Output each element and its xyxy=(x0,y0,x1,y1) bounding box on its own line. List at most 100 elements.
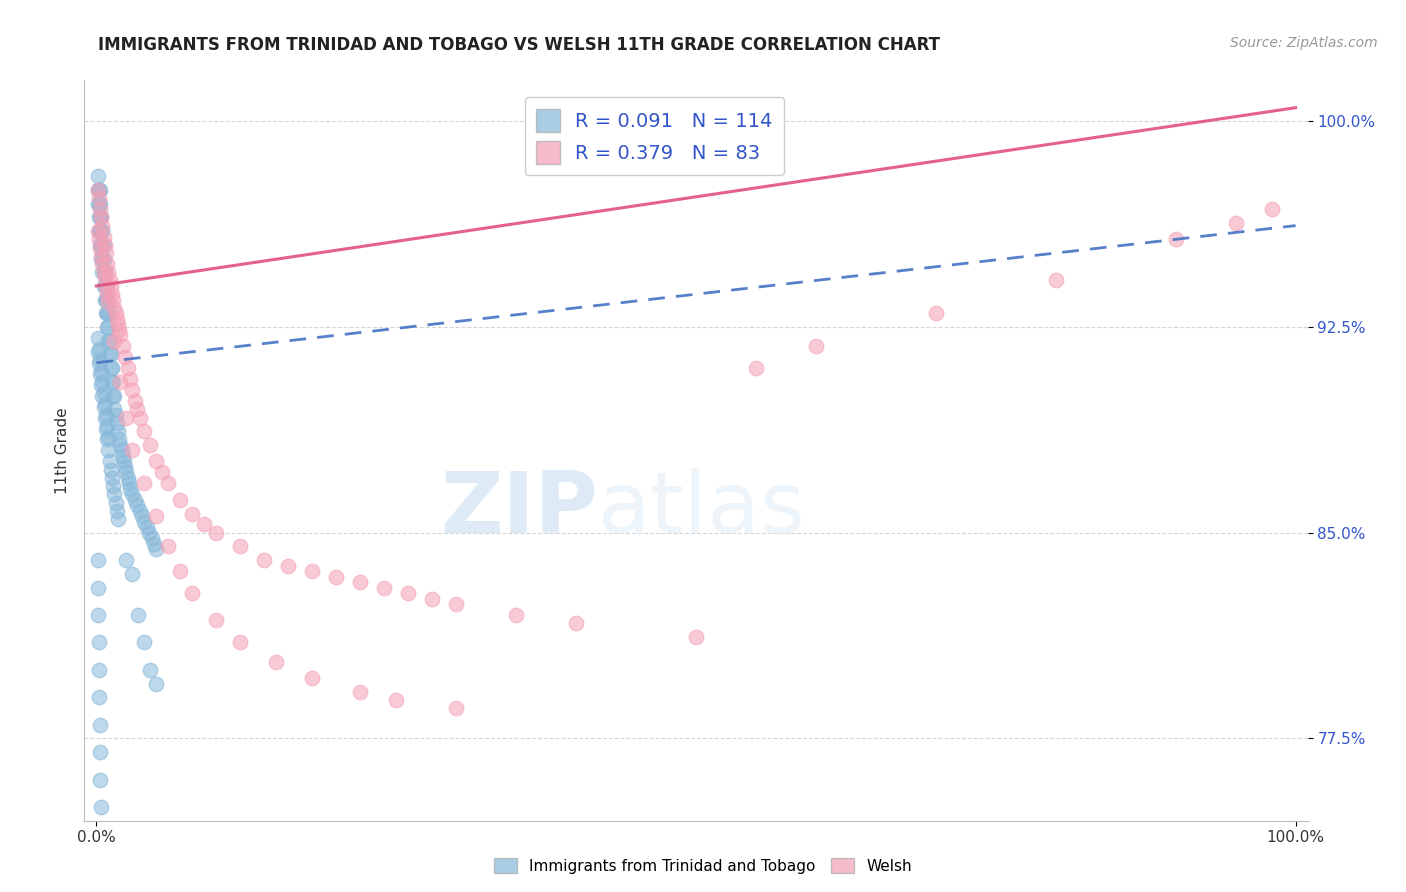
Point xyxy=(124,492,146,507)
Point xyxy=(98,347,121,361)
Point xyxy=(100,347,122,361)
Point xyxy=(107,318,129,332)
Point xyxy=(121,383,143,397)
Point xyxy=(93,252,115,266)
Point xyxy=(127,498,149,512)
Point xyxy=(89,211,111,225)
Point xyxy=(91,375,114,389)
Point xyxy=(87,232,110,246)
Point xyxy=(89,224,111,238)
Point xyxy=(169,492,191,507)
Point xyxy=(103,487,125,501)
Point xyxy=(97,295,120,310)
Point xyxy=(108,433,131,447)
Point xyxy=(91,257,114,271)
Point xyxy=(804,339,827,353)
Point xyxy=(1164,232,1187,246)
Point xyxy=(121,566,143,581)
Point xyxy=(87,342,110,356)
Point xyxy=(229,635,252,649)
Point xyxy=(139,663,162,677)
Point xyxy=(89,202,111,216)
Point xyxy=(97,443,120,458)
Point xyxy=(685,630,707,644)
Point xyxy=(145,542,167,557)
Point xyxy=(104,306,127,320)
Point xyxy=(89,237,111,252)
Point xyxy=(90,800,112,814)
Point xyxy=(114,350,136,364)
Point xyxy=(145,509,167,524)
Point xyxy=(114,459,136,474)
Point xyxy=(118,476,141,491)
Point xyxy=(93,385,115,400)
Point xyxy=(87,211,110,225)
Point xyxy=(94,408,117,422)
Point xyxy=(1260,202,1282,216)
Point xyxy=(134,476,156,491)
Point xyxy=(127,607,149,622)
Point xyxy=(103,402,125,417)
Point xyxy=(110,438,132,452)
Point xyxy=(91,219,114,233)
Point xyxy=(94,306,117,320)
Point xyxy=(90,237,112,252)
Point xyxy=(110,328,132,343)
Point xyxy=(124,394,146,409)
Legend: Immigrants from Trinidad and Tobago, Welsh: Immigrants from Trinidad and Tobago, Wel… xyxy=(488,852,918,880)
Point xyxy=(115,466,138,480)
Point xyxy=(141,531,163,545)
Point xyxy=(98,273,121,287)
Point xyxy=(135,520,157,534)
Point xyxy=(117,471,139,485)
Point xyxy=(107,512,129,526)
Point xyxy=(101,293,124,307)
Point xyxy=(93,279,115,293)
Point xyxy=(104,408,127,422)
Point xyxy=(87,635,110,649)
Point xyxy=(128,504,150,518)
Point xyxy=(745,361,768,376)
Point xyxy=(93,265,115,279)
Point xyxy=(131,509,153,524)
Point xyxy=(121,443,143,458)
Point xyxy=(91,224,114,238)
Point xyxy=(97,306,120,320)
Point xyxy=(93,400,115,414)
Point xyxy=(145,676,167,690)
Point xyxy=(93,265,115,279)
Point xyxy=(105,311,128,326)
Point xyxy=(325,569,347,583)
Point xyxy=(96,306,118,320)
Point xyxy=(90,252,112,266)
Point xyxy=(93,237,117,252)
Point xyxy=(142,537,165,551)
Point xyxy=(349,575,371,590)
Point xyxy=(134,635,156,649)
Point xyxy=(86,183,108,197)
Point xyxy=(86,183,108,197)
Point xyxy=(181,586,204,600)
Point xyxy=(139,438,162,452)
Point xyxy=(138,525,160,540)
Point xyxy=(101,375,124,389)
Text: IMMIGRANTS FROM TRINIDAD AND TOBAGO VS WELSH 11TH GRADE CORRELATION CHART: IMMIGRANTS FROM TRINIDAD AND TOBAGO VS W… xyxy=(98,36,941,54)
Point xyxy=(89,367,111,381)
Point xyxy=(112,454,135,468)
Point xyxy=(94,421,117,435)
Point xyxy=(89,241,111,255)
Point xyxy=(87,196,110,211)
Point xyxy=(96,293,118,307)
Point xyxy=(90,249,112,263)
Point xyxy=(444,701,467,715)
Point xyxy=(107,424,129,438)
Point xyxy=(98,454,121,468)
Point xyxy=(301,671,323,685)
Point xyxy=(89,717,111,731)
Legend: R = 0.091   N = 114, R = 0.379   N = 83: R = 0.091 N = 114, R = 0.379 N = 83 xyxy=(524,97,785,176)
Point xyxy=(373,581,395,595)
Point xyxy=(96,287,118,301)
Point xyxy=(89,353,111,368)
Point xyxy=(87,690,110,705)
Point xyxy=(96,320,118,334)
